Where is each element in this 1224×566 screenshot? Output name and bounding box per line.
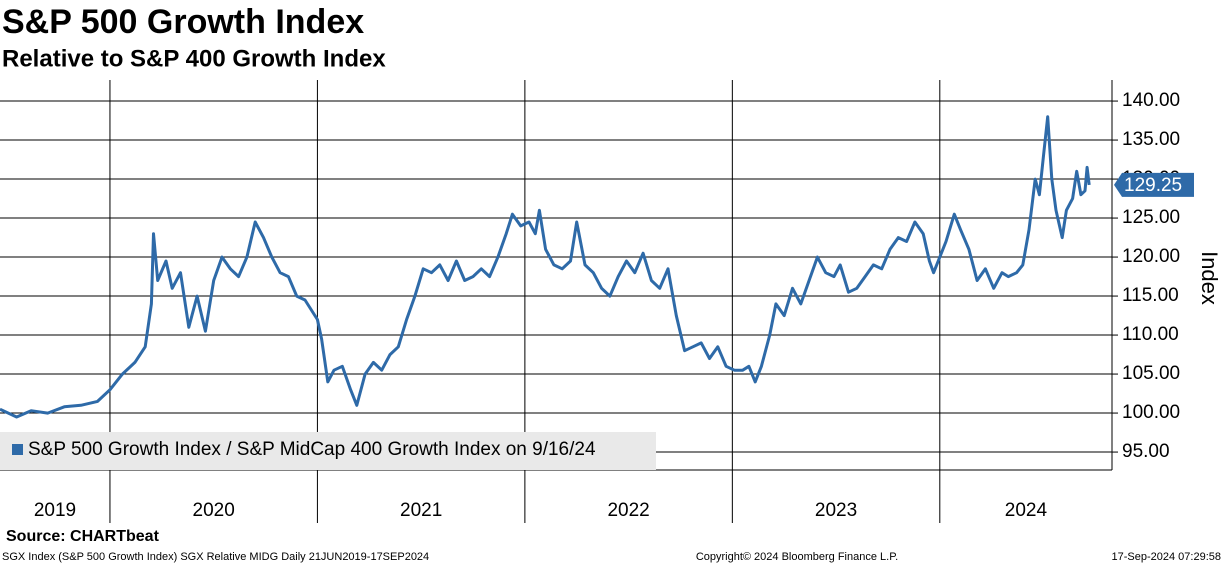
legend-box: [0, 432, 656, 470]
y-tick-label: 110.00: [1122, 324, 1179, 345]
x-tick-label: 2022: [607, 500, 649, 521]
footer-left: SGX Index (S&P 500 Growth Index) SGX Rel…: [2, 551, 429, 563]
footer-center: Copyright© 2024 Bloomberg Finance L.P.: [696, 551, 898, 563]
y-tick-label: 135.00: [1122, 129, 1180, 150]
y-axis-label: Index: [1197, 251, 1222, 305]
x-tick-label: 2021: [400, 500, 442, 521]
chart-title: S&P 500 Growth Index: [2, 3, 364, 41]
footer-right: 17-Sep-2024 07:29:58: [1112, 551, 1221, 563]
y-tick-label: 120.00: [1122, 246, 1180, 267]
x-tick-label: 2019: [34, 500, 76, 521]
y-tick-label: 100.00: [1122, 402, 1180, 423]
source: Source: CHARTbeat: [6, 528, 160, 545]
data-line: [0, 115, 1091, 419]
y-tick-label: 105.00: [1122, 363, 1180, 384]
x-tick-label: 2023: [815, 500, 857, 521]
y-tick-label: 95.00: [1122, 441, 1170, 462]
y-tick-label: 115.00: [1122, 285, 1179, 306]
last-value-label: 129.25: [1124, 175, 1182, 196]
chart-subtitle: Relative to S&P 400 Growth Index: [2, 45, 386, 72]
legend-swatch: [12, 444, 23, 455]
legend-label: S&P 500 Growth Index / S&P MidCap 400 Gr…: [28, 439, 596, 460]
y-tick-label: 125.00: [1122, 207, 1180, 228]
x-tick-label: 2020: [193, 500, 235, 521]
y-tick-label: 140.00: [1122, 90, 1180, 111]
x-tick-label: 2024: [1005, 500, 1048, 521]
last-value-flag: [1114, 172, 1194, 197]
